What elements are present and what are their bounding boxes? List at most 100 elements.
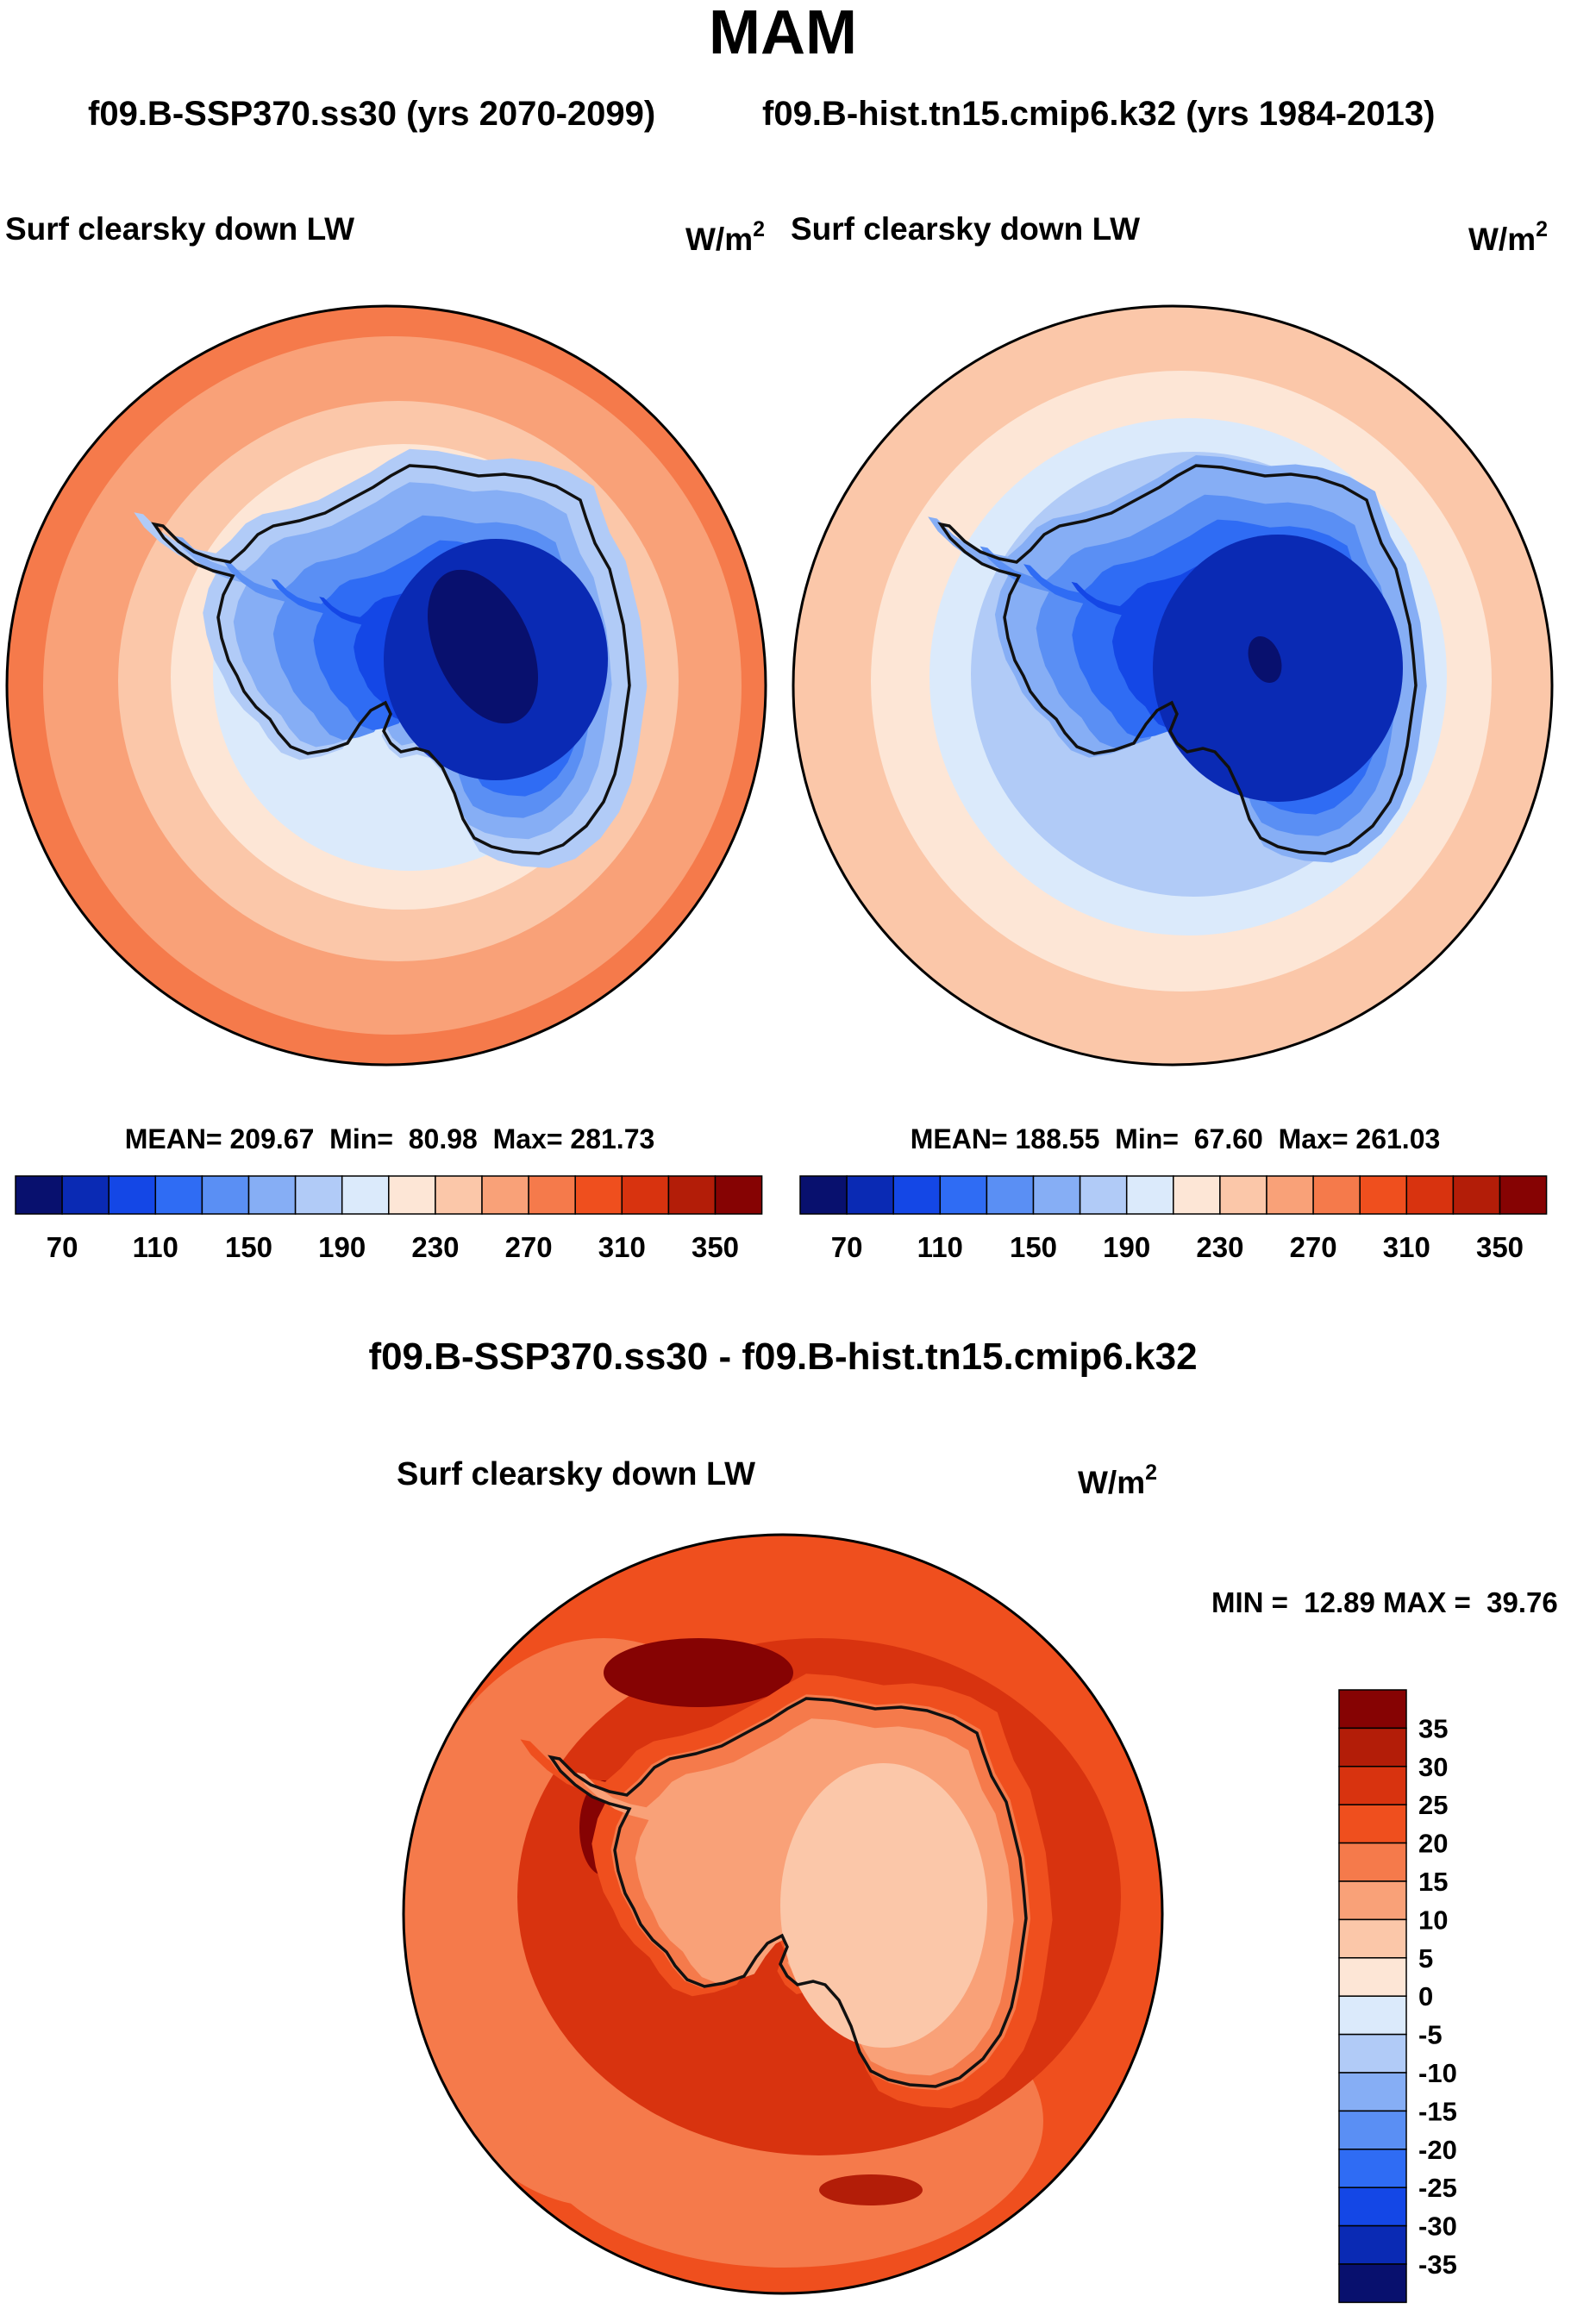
diff-colorbar: 35 30 25 20 15 10 5 0 -5 -10 -15 -20 -25 -30 -35 xyxy=(1338,1689,1457,2304)
panel1-colorbar-cell xyxy=(108,1175,157,1215)
panel1-variable: Surf clearsky down LW xyxy=(5,211,354,247)
panel2-colorbar-cell xyxy=(986,1175,1035,1215)
panel2-colorbar-tick-label: 230 xyxy=(1196,1231,1243,1263)
panel1-colorbar-cell xyxy=(481,1175,529,1215)
panel2-stats: MEAN= 188.55 Min= 67.60 Max= 261.03 xyxy=(911,1123,1441,1154)
panel2-colorbar-cell xyxy=(1405,1175,1455,1215)
panel2-colorbar-tick-label: 70 xyxy=(831,1231,863,1263)
diff-colorbar-cell xyxy=(1338,1957,1407,1997)
panel2-colorbar-cell xyxy=(799,1175,848,1215)
subtitle-left: f09.B-SSP370.ss30 (yrs 2070-2099) xyxy=(88,95,655,133)
panel2-colorbar-cell xyxy=(1125,1175,1174,1215)
diff-colorbar-tick-label: -5 xyxy=(1418,2020,1443,2050)
panel1-colorbar-tick-label: 70 xyxy=(47,1231,78,1263)
diff-colorbar-cell xyxy=(1338,2149,1407,2188)
diff-title: f09.B-SSP370.ss30 - f09.B-hist.tn15.cmip… xyxy=(368,1336,1197,1378)
diff-colorbar-tick-label: 0 xyxy=(1418,1981,1433,2011)
panel2-variable: Surf clearsky down LW xyxy=(791,211,1140,247)
panel1-colorbar-tick-label: 350 xyxy=(692,1231,739,1263)
panel2-units-exp: 2 xyxy=(1536,217,1548,241)
panel1-colorbar-cell xyxy=(667,1175,717,1215)
diff-colorbar-cell xyxy=(1338,1842,1407,1882)
panel1-colorbar-cell xyxy=(247,1175,297,1215)
diff-colorbar-cell xyxy=(1338,1804,1407,1844)
diff-colorbar-cell xyxy=(1338,1727,1407,1767)
panel2-colorbar-tick-label: 310 xyxy=(1383,1231,1430,1263)
diff-colorbar-cell xyxy=(1338,1766,1407,1805)
panel2-contour-70 xyxy=(1248,635,1282,684)
panel2-colorbar-cell xyxy=(1173,1175,1221,1215)
panel2-colorbar-cell xyxy=(1499,1175,1548,1215)
panel1-colorbar-tick-label: 150 xyxy=(225,1231,272,1263)
panel2-colorbar-cell xyxy=(1266,1175,1314,1215)
panel2-colorbar-tick-label: 190 xyxy=(1103,1231,1150,1263)
panel1-colorbar-cell xyxy=(15,1175,63,1215)
diff-units-base: W/m xyxy=(1078,1465,1145,1500)
panel2-units: W/m2 xyxy=(1468,217,1548,257)
figure-title: MAM xyxy=(709,0,857,67)
diff-units-exp: 2 xyxy=(1145,1461,1157,1485)
panel1-units-base: W/m xyxy=(685,222,753,257)
panel1-map xyxy=(7,306,766,1065)
panel1-units-exp: 2 xyxy=(753,217,765,241)
diff-colorbar-cell xyxy=(1338,1689,1407,1730)
diff-colorbar-cell xyxy=(1338,1995,1407,2036)
diff-colorbar-cell xyxy=(1338,2033,1407,2074)
panel1-colorbar-cell xyxy=(621,1175,670,1215)
panel1-contour-70 xyxy=(427,569,539,724)
subtitle-right: f09.B-hist.tn15.cmip6.k32 (yrs 1984-2013… xyxy=(762,95,1435,133)
panel1-colorbar-cell xyxy=(574,1175,623,1215)
diff-units: W/m2 xyxy=(1078,1461,1157,1500)
panel2-colorbar-cell xyxy=(1452,1175,1501,1215)
panel2-border xyxy=(792,304,1554,1067)
diff-contour-10 xyxy=(780,1763,987,2048)
diff-colorbar-cell xyxy=(1338,2186,1407,2227)
diff-colorbar-tick-label: 30 xyxy=(1418,1752,1448,1782)
panel1-colorbar-cell xyxy=(201,1175,250,1215)
diff-colorbar-cell xyxy=(1338,1918,1407,1959)
diff-colorbar-tick-label: -25 xyxy=(1418,2173,1457,2203)
panel1-units: W/m2 xyxy=(685,217,765,257)
diff-max-south xyxy=(819,2174,923,2205)
panel1-colorbar-tick-label: 190 xyxy=(318,1231,366,1263)
panel1-colorbar-cell xyxy=(435,1175,483,1215)
panel1-stats: MEAN= 209.67 Min= 80.98 Max= 281.73 xyxy=(125,1123,655,1154)
panel2-colorbar-cell xyxy=(1359,1175,1408,1215)
diff-variable: Surf clearsky down LW xyxy=(397,1456,755,1492)
panel1-colorbar-cell xyxy=(294,1175,343,1215)
diff-colorbar-tick-label: -30 xyxy=(1418,2212,1457,2242)
panel1-colorbar-cell xyxy=(61,1175,110,1215)
diff-colorbar-cell xyxy=(1338,2072,1407,2112)
panel1-colorbar-tick-label: 310 xyxy=(598,1231,646,1263)
diff-colorbar-tick-label: -15 xyxy=(1418,2096,1457,2126)
panel1-colorbar-cell xyxy=(341,1175,390,1215)
panel1-colorbar: 70 110 150 190 230 270 310 350 xyxy=(15,1175,763,1263)
panel1-colorbar-tick-label: 230 xyxy=(411,1231,459,1263)
diff-colorbar-tick-label: 20 xyxy=(1418,1829,1448,1859)
panel2-colorbar-cell xyxy=(1312,1175,1361,1215)
diff-max-ross xyxy=(604,1638,793,1707)
diff-colorbar-tick-label: 10 xyxy=(1418,1905,1448,1935)
diff-colorbar-cell xyxy=(1338,2110,1407,2150)
diff-colorbar-cell xyxy=(1338,2224,1407,2265)
panel2-colorbar-tick-label: 150 xyxy=(1010,1231,1057,1263)
panel1-colorbar-cell xyxy=(388,1175,436,1215)
panel2-colorbar-cell xyxy=(1032,1175,1081,1215)
diff-colorbar-tick-label: 25 xyxy=(1418,1790,1448,1820)
panel2-colorbar: 70 110 150 190 230 270 310 350 xyxy=(799,1175,1548,1263)
panel2-colorbar-cell xyxy=(1219,1175,1267,1215)
panel1-colorbar-tick-label: 110 xyxy=(133,1231,178,1263)
panel2-colorbar-tick-label: 350 xyxy=(1476,1231,1524,1263)
diff-colorbar-tick-label: -35 xyxy=(1418,2249,1457,2280)
diff-minmax: MIN = 12.89 MAX = 39.76 xyxy=(1211,1586,1558,1618)
panel2-colorbar-cell xyxy=(939,1175,988,1215)
panel2-map xyxy=(793,306,1552,1065)
diff-border xyxy=(402,1533,1164,2295)
panel1-colorbar-cell xyxy=(154,1175,203,1215)
panel1-colorbar-cell xyxy=(528,1175,576,1215)
diff-map xyxy=(404,1535,1162,2293)
panel2-colorbar-tick-label: 110 xyxy=(917,1231,963,1263)
panel1-colorbar-cell xyxy=(714,1175,763,1215)
panel2-colorbar-cell xyxy=(846,1175,894,1215)
